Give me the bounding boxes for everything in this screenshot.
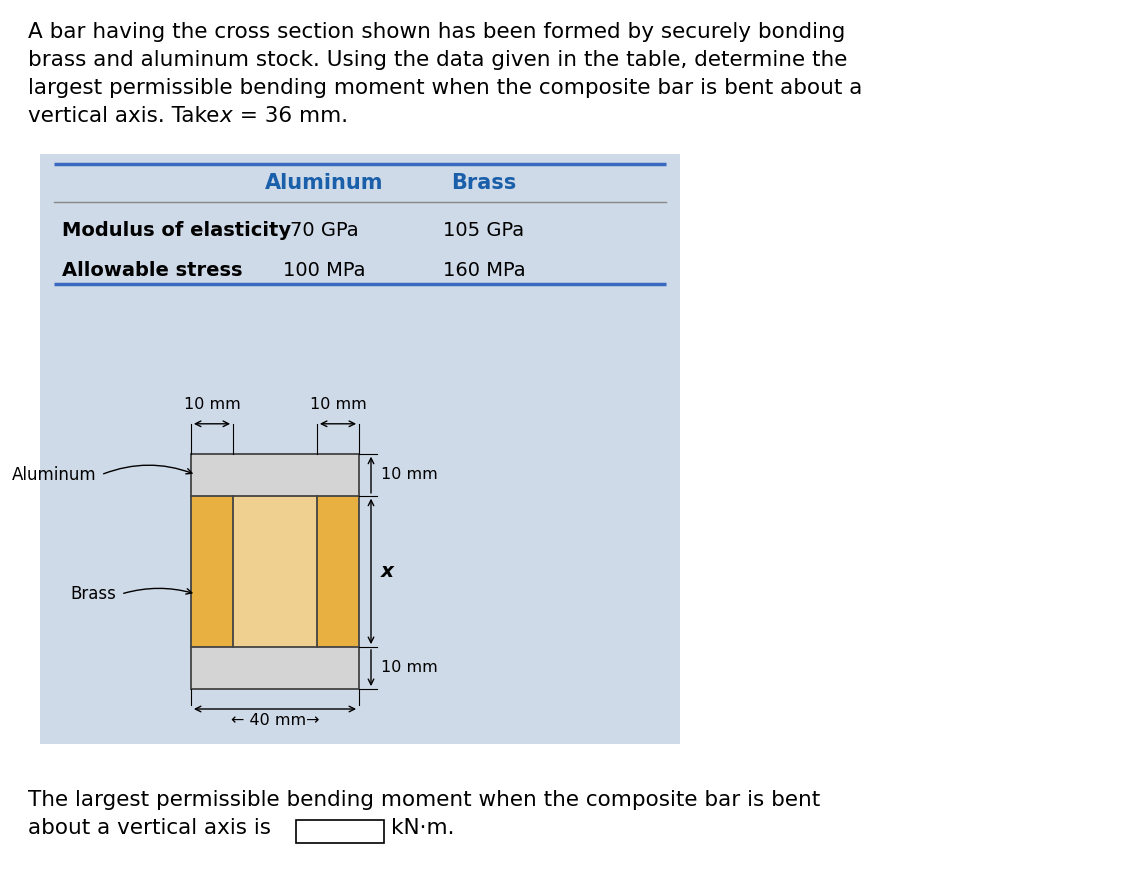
Text: 160 MPa: 160 MPa xyxy=(443,260,525,280)
Text: vertical axis. Take: vertical axis. Take xyxy=(28,106,226,126)
Text: x: x xyxy=(220,106,233,126)
Text: 100 MPa: 100 MPa xyxy=(283,260,365,280)
Text: x: x xyxy=(381,562,395,581)
Text: = 36 mm.: = 36 mm. xyxy=(233,106,348,126)
Bar xyxy=(191,454,359,689)
Text: largest permissible bending moment when the composite bar is bent about a: largest permissible bending moment when … xyxy=(28,78,862,98)
Text: ← 40 mm→: ← 40 mm→ xyxy=(230,713,319,728)
Text: 70 GPa: 70 GPa xyxy=(290,221,359,240)
Text: A bar having the cross section shown has been formed by securely bonding: A bar having the cross section shown has… xyxy=(28,22,845,42)
Text: The largest permissible bending moment when the composite bar is bent: The largest permissible bending moment w… xyxy=(28,790,821,810)
Bar xyxy=(191,454,359,689)
Text: about a vertical axis is: about a vertical axis is xyxy=(28,818,271,838)
Bar xyxy=(40,154,680,744)
Text: 105 GPa: 105 GPa xyxy=(444,221,525,240)
Bar xyxy=(191,496,359,647)
Text: 10 mm: 10 mm xyxy=(381,661,437,676)
Text: Allowable stress: Allowable stress xyxy=(62,260,243,280)
Text: Aluminum: Aluminum xyxy=(11,466,96,484)
Text: 10 mm: 10 mm xyxy=(309,397,366,412)
Text: 10 mm: 10 mm xyxy=(183,397,241,412)
Bar xyxy=(296,820,384,843)
Text: brass and aluminum stock. Using the data given in the table, determine the: brass and aluminum stock. Using the data… xyxy=(28,50,847,70)
Bar xyxy=(233,496,317,647)
Text: Brass: Brass xyxy=(452,173,517,193)
Text: Aluminum: Aluminum xyxy=(265,173,383,193)
Text: Modulus of elasticity: Modulus of elasticity xyxy=(62,221,291,240)
Text: kN·m.: kN·m. xyxy=(391,818,454,838)
Text: 10 mm: 10 mm xyxy=(381,468,437,482)
Text: Brass: Brass xyxy=(70,585,116,603)
